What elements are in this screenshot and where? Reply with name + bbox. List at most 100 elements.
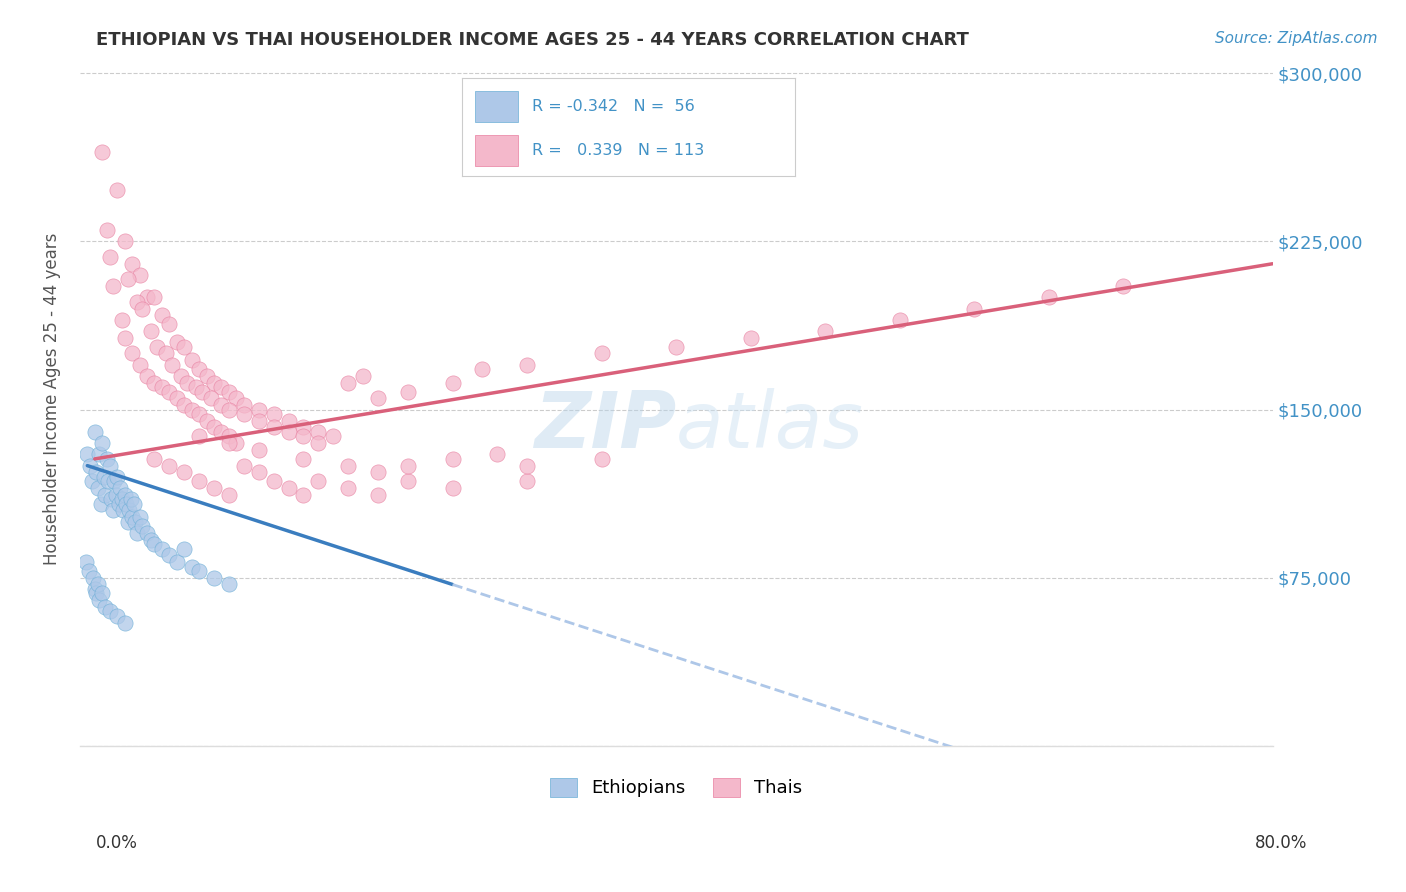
Point [516, 358, 538, 372]
Point [115, 497, 138, 511]
Point [121, 346, 143, 360]
Point [263, 475, 285, 489]
Point [218, 436, 240, 450]
Point [121, 510, 143, 524]
Point [307, 425, 329, 439]
Point [211, 380, 233, 394]
Point [94, 599, 117, 614]
Point [96, 451, 118, 466]
Point [143, 290, 166, 304]
Point [307, 436, 329, 450]
Point [110, 492, 132, 507]
Point [218, 577, 240, 591]
Point [157, 458, 180, 473]
Point [146, 340, 169, 354]
Point [93, 470, 115, 484]
Point [337, 376, 360, 390]
Point [77, 564, 100, 578]
Point [188, 475, 211, 489]
Point [516, 458, 538, 473]
Text: 80.0%: 80.0% [1256, 834, 1308, 852]
Point [128, 510, 150, 524]
Point [114, 615, 136, 630]
Point [105, 183, 128, 197]
Text: ETHIOPIAN VS THAI HOUSEHOLDER INCOME AGES 25 - 44 YEARS CORRELATION CHART: ETHIOPIAN VS THAI HOUSEHOLDER INCOME AGE… [96, 31, 969, 49]
Point [218, 488, 240, 502]
Point [173, 541, 195, 556]
Point [107, 497, 129, 511]
Point [202, 420, 225, 434]
Point [143, 537, 166, 551]
Point [100, 492, 122, 507]
Point [122, 497, 145, 511]
Point [157, 384, 180, 399]
Point [94, 488, 117, 502]
Point [367, 392, 389, 406]
Point [307, 475, 329, 489]
Point [114, 235, 136, 249]
Point [202, 481, 225, 495]
Point [141, 533, 163, 547]
Point [247, 442, 270, 457]
Point [157, 318, 180, 332]
Text: 0.0%: 0.0% [96, 834, 138, 852]
Point [218, 384, 240, 399]
Point [89, 447, 111, 461]
Point [105, 470, 128, 484]
Point [118, 503, 141, 517]
Point [200, 392, 222, 406]
Point [117, 515, 139, 529]
Point [143, 451, 166, 466]
Point [170, 368, 193, 383]
Point [173, 398, 195, 412]
Point [292, 451, 315, 466]
Point [211, 425, 233, 439]
Point [352, 368, 374, 383]
Point [191, 384, 214, 399]
Text: Source: ZipAtlas.com: Source: ZipAtlas.com [1215, 31, 1378, 46]
Point [232, 407, 254, 421]
Point [247, 402, 270, 417]
Point [105, 608, 128, 623]
Point [136, 525, 159, 540]
Point [218, 429, 240, 443]
Point [292, 420, 315, 434]
Point [232, 398, 254, 412]
Point [1038, 290, 1060, 304]
Point [162, 358, 184, 372]
Point [79, 458, 101, 473]
Point [591, 346, 613, 360]
Point [114, 331, 136, 345]
Point [232, 458, 254, 473]
Point [176, 376, 198, 390]
Y-axis label: Householder Income Ages 25 - 44 years: Householder Income Ages 25 - 44 years [44, 232, 60, 565]
Point [90, 497, 112, 511]
Point [173, 466, 195, 480]
Point [211, 398, 233, 412]
Point [292, 488, 315, 502]
Point [247, 414, 270, 428]
Point [128, 358, 150, 372]
Point [396, 384, 419, 399]
Point [80, 475, 103, 489]
Point [117, 272, 139, 286]
Point [263, 420, 285, 434]
Point [665, 340, 688, 354]
Point [96, 223, 118, 237]
Point [125, 525, 148, 540]
Point [441, 451, 464, 466]
Point [155, 346, 177, 360]
Point [98, 604, 121, 618]
Point [188, 564, 211, 578]
Point [157, 549, 180, 563]
Point [173, 340, 195, 354]
Point [166, 335, 188, 350]
Point [337, 458, 360, 473]
Point [202, 571, 225, 585]
Point [103, 475, 125, 489]
Point [136, 368, 159, 383]
Point [740, 331, 762, 345]
Point [91, 145, 114, 159]
Point [82, 571, 104, 585]
Point [188, 429, 211, 443]
